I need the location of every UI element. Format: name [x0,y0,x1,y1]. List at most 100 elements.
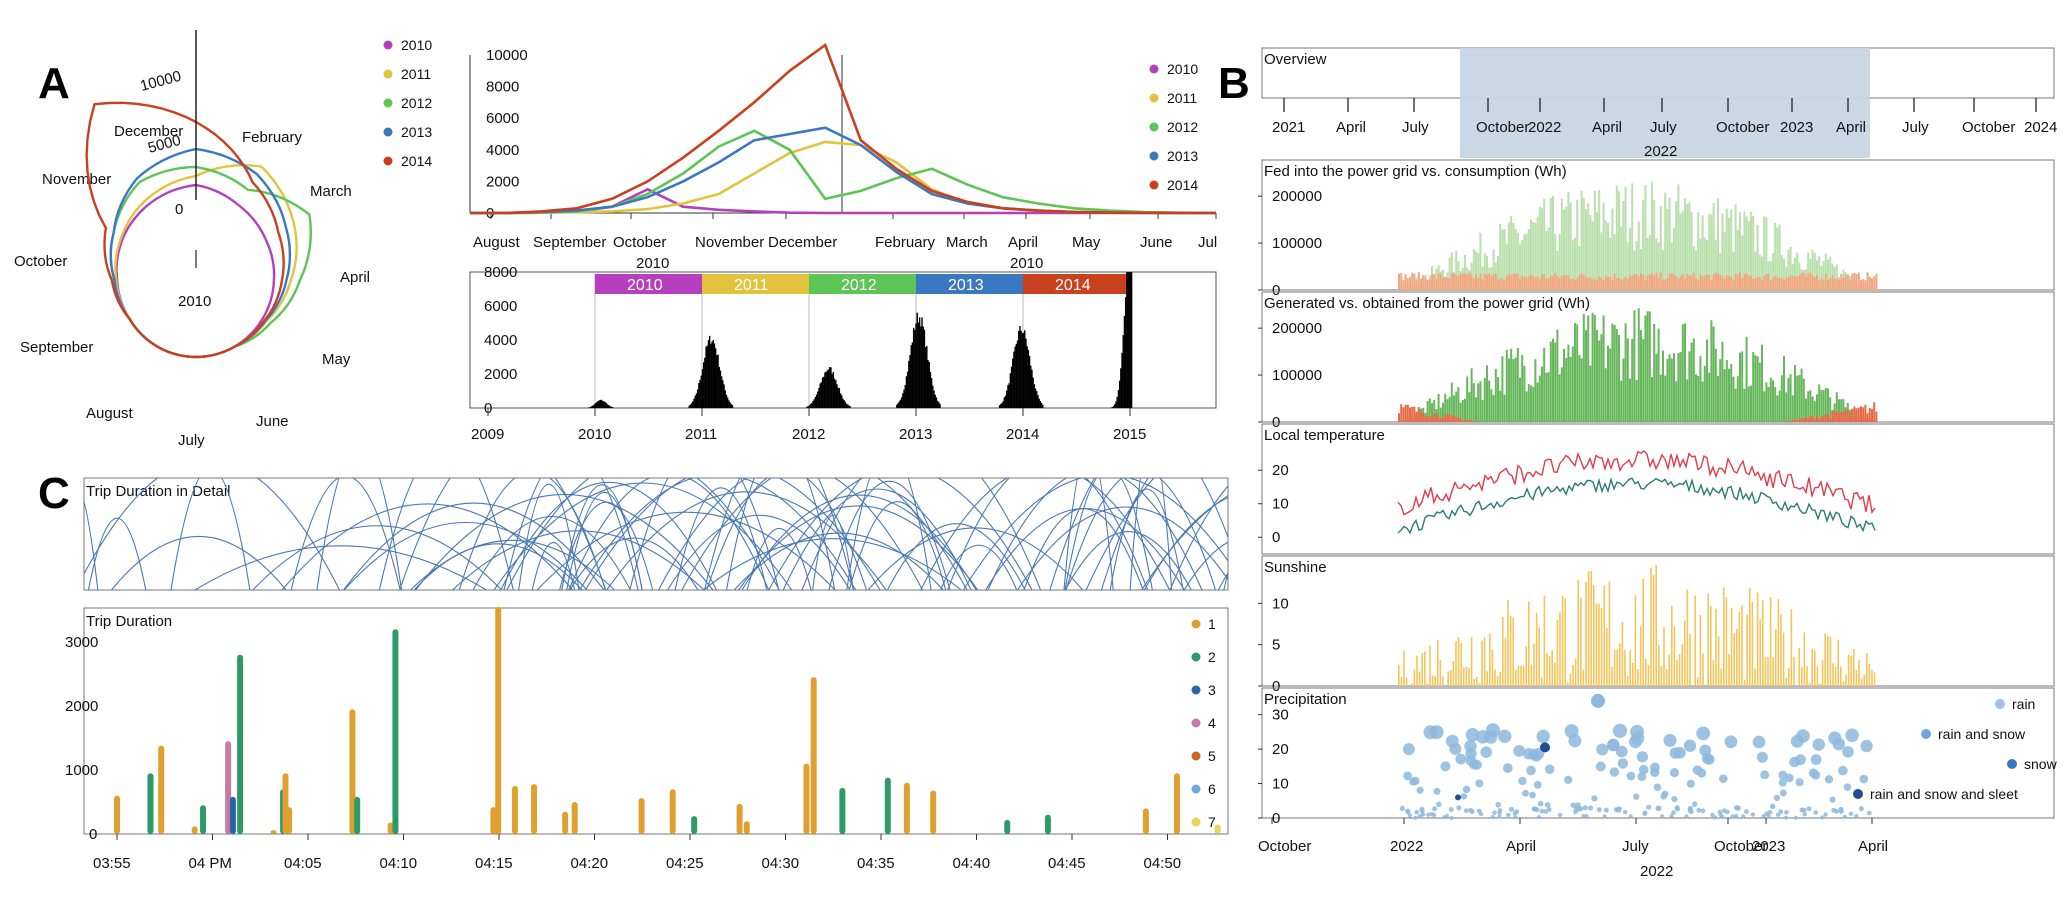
precip-point-13 [1660,814,1665,819]
sun-bar-1596 [1595,603,1598,686]
timeline-bar-3--76 [910,345,912,408]
detail-arc-49 [452,530,705,590]
precip-point-83 [1838,765,1848,776]
consumption-bar-1640 [1640,273,1642,290]
detail-arc-78 [87,517,147,590]
generated-bar-1460 [1459,402,1462,422]
consumption-bar-1523 [1523,276,1526,290]
timeline-bar-1--196 [690,403,693,408]
consumption-bar-1607 [1607,277,1609,290]
precip-point-116 [1419,808,1425,814]
sun-bar-1450 [1450,670,1452,686]
consumption-bar-1620 [1620,279,1623,290]
fed-bar-1691 [1690,211,1693,290]
fed-ytick-0: 0 [1272,282,1280,299]
generated-bar-1706 [1706,339,1708,422]
sun-bar-1590 [1590,571,1592,686]
consumption-bar-1438 [1437,273,1440,290]
fed-bar-1677 [1677,184,1680,290]
fed-bar-1622 [1622,201,1625,290]
sun-bar-1567 [1567,682,1569,686]
sunshine-chart: Sunshine 0 5 10 [1258,555,2055,695]
detail-arc-39 [378,478,514,590]
generated-bar-1739 [1739,352,1741,422]
consumption-bar-1677 [1677,278,1680,290]
detail-arc-28 [1169,485,1228,590]
overview-tick-6: July [1650,119,1677,136]
trips-legend-label-7: 7 [1208,814,1216,830]
consumption-bar-1688 [1688,274,1691,290]
sun-bar-1809 [1808,682,1811,686]
consumption-bar-1534 [1534,277,1537,290]
alines-xtick-jul: Jul [1198,234,1217,251]
precip-point-202 [1661,790,1669,798]
consumption-bar-1545 [1545,278,1548,290]
precip-point-96 [1596,743,1609,756]
precip-legend-label-3: rain and snow and sleet [1870,786,2018,802]
generated-bar-1600 [1600,334,1603,422]
fed-bar-1781 [1780,255,1783,290]
alines-xtick-march: March [946,234,988,251]
timeline-bar-1-164 [726,397,729,408]
consumption-bar-1818 [1818,280,1821,290]
precip-point-220 [1518,776,1527,786]
fed-bar-1477 [1477,252,1480,290]
timeline-bar-0--116 [588,407,591,408]
precip-point-27 [1812,738,1825,751]
generated-bar-1785 [1785,392,1788,422]
fed-bar-1710 [1710,214,1713,290]
generated-bar-1836 [1835,392,1838,422]
precip-point-215 [1725,809,1730,815]
fed-bar-1752 [1752,215,1755,290]
trips-xtick-6: 04:25 [666,855,704,872]
detail-arc-72 [738,505,979,590]
generated-bar-1442 [1442,402,1444,422]
fed-bar-1829 [1829,256,1832,290]
consumption-bar-1633 [1633,274,1636,290]
generated-bar-1774 [1774,386,1777,422]
fed-bar-1684 [1684,198,1686,290]
precip-point-86 [1638,764,1649,775]
trips-xtick-0: 03:55 [93,855,131,872]
fed-bar-1515 [1514,229,1517,290]
sun-bar-1575 [1574,658,1577,686]
generated-bar-1453 [1453,395,1455,422]
consumption-bar-1827 [1827,279,1829,290]
consumption-bar-1816 [1816,275,1818,290]
fed-bar-1596 [1596,212,1598,290]
generated-bar-1642 [1642,339,1645,422]
precip-point-214 [1733,805,1740,811]
generated-bar-1730 [1730,364,1733,422]
fed-bar-1479 [1479,232,1482,290]
generated-bar-1666 [1666,359,1669,422]
obtained-bar-1867 [1866,413,1869,422]
precip-point-119 [1557,812,1563,818]
temp-ytick-0: 0 [1272,529,1280,546]
timeline-ytick-8000: 8000 [484,264,517,281]
fed-bar-1585 [1585,209,1587,290]
sun-bar-1460 [1460,642,1462,686]
generated-bar-1803 [1802,378,1805,422]
precip-point-213 [1671,810,1676,815]
generated-bar-1614 [1613,325,1616,422]
timeline-bar-3-152 [933,390,935,408]
consumption-bar-1871 [1871,278,1873,290]
timeline-band-label-2011: 2011 [734,277,769,294]
fed-bar-1636 [1635,240,1638,290]
precip-point-147 [1858,806,1864,812]
precip-point-134 [1778,770,1788,780]
obtained-bar-1858 [1857,407,1860,422]
fed-bar-1567 [1567,191,1570,290]
precip-point-20 [1669,813,1674,818]
consumption-bar-1713 [1712,274,1715,290]
consumption-bar-1752 [1752,278,1755,290]
sun-bar-1694 [1694,595,1696,686]
alines-ytick-2000: 2000 [486,173,519,190]
fed-bar-1561 [1560,198,1563,290]
detail-arc-74 [503,478,639,590]
timeline-bar-1-128 [723,384,725,408]
sun-bar-1814 [1814,650,1816,686]
gen-ytick-100000: 100000 [1272,367,1322,384]
sun-bar-1528 [1528,601,1530,686]
